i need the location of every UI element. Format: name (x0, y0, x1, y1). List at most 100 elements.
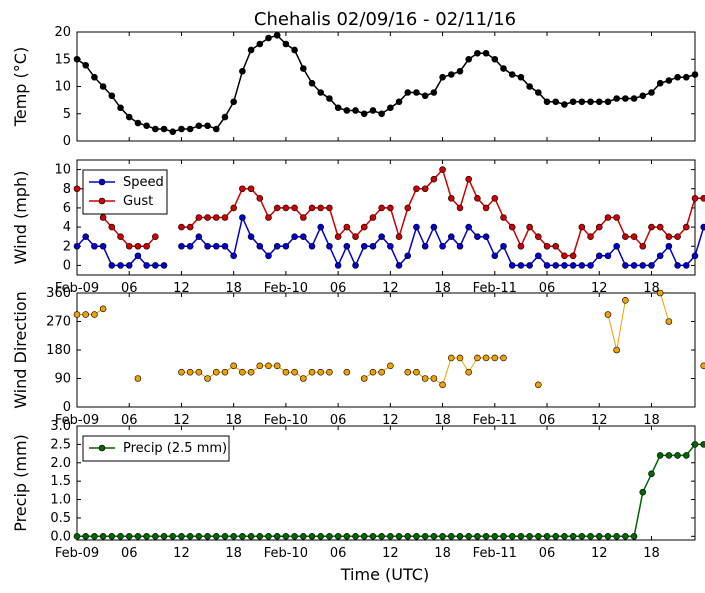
data-point (622, 233, 629, 240)
data-point (595, 252, 603, 260)
series-1 (73, 31, 699, 136)
data-point (578, 223, 586, 231)
data-point (508, 223, 516, 231)
data-point (691, 71, 699, 78)
data-point (334, 262, 342, 269)
data-point (430, 175, 438, 183)
legend-box (82, 169, 168, 215)
y-tick-label: 2.0 (50, 456, 71, 471)
data-point (360, 110, 368, 118)
y-axis-label: Wind Direction (11, 291, 30, 409)
y-tick-label: 0 (63, 400, 71, 415)
data-point (465, 368, 472, 376)
y-tick-label: 15 (54, 52, 71, 67)
data-point (282, 533, 290, 540)
data-point (587, 533, 594, 540)
data-point (535, 381, 542, 389)
data-point (378, 533, 385, 540)
data-point (561, 101, 568, 108)
data-point (334, 233, 342, 240)
data-point (326, 204, 333, 212)
data-point (195, 233, 203, 240)
data-point (73, 55, 81, 63)
data-point (212, 533, 220, 540)
data-point (369, 242, 377, 250)
data-point (230, 533, 237, 540)
data-point (204, 242, 211, 250)
data-point (326, 95, 333, 102)
data-point (82, 233, 90, 240)
data-point (404, 368, 412, 376)
data-point (395, 98, 403, 106)
data-point (439, 533, 446, 540)
data-point (82, 61, 90, 69)
data-point (143, 122, 150, 130)
data-point (239, 67, 246, 75)
data-point (587, 98, 594, 106)
x-tick-label: 12 (382, 281, 399, 296)
data-point (474, 49, 481, 57)
data-point (404, 533, 412, 540)
x-tick-label: Feb-10 (264, 413, 308, 428)
data-point (369, 368, 377, 376)
data-point (465, 55, 472, 63)
data-point (378, 368, 385, 376)
data-point (665, 77, 673, 84)
data-point (526, 533, 533, 540)
data-point (152, 262, 159, 269)
data-point (639, 92, 647, 100)
data-point (526, 223, 533, 231)
data-point (613, 346, 620, 354)
data-point (117, 104, 124, 112)
series-gust (73, 166, 705, 260)
data-point (674, 73, 681, 81)
x-tick-label: 06 (539, 546, 556, 561)
data-point (300, 214, 307, 221)
data-point (613, 533, 620, 540)
data-point (656, 289, 664, 297)
data-point (221, 113, 229, 121)
y-tick-label: 6 (63, 201, 71, 216)
data-point (369, 107, 377, 114)
data-point (656, 223, 664, 231)
data-point (239, 533, 246, 540)
data-point (212, 125, 220, 133)
data-point (682, 262, 690, 269)
data-point (421, 375, 429, 382)
plot-frame (76, 159, 696, 276)
data-point (134, 533, 142, 540)
data-point (395, 233, 403, 240)
data-point (552, 242, 560, 250)
data-point (569, 252, 577, 260)
data-point (404, 204, 412, 212)
data-point (387, 533, 394, 540)
data-point (413, 533, 420, 540)
data-point (265, 533, 272, 540)
data-point (273, 533, 281, 540)
data-point (256, 40, 264, 48)
data-point (543, 98, 551, 106)
data-point (404, 89, 412, 96)
data-point (212, 242, 220, 250)
data-point (665, 233, 673, 240)
data-point (578, 533, 586, 540)
data-point (73, 242, 81, 250)
y-tick-label: 2 (63, 239, 71, 254)
data-point (474, 233, 481, 240)
data-point (482, 354, 490, 362)
data-point (508, 533, 516, 540)
y-axis-label: Temp (°C) (11, 47, 30, 127)
data-point (125, 533, 133, 540)
data-point (256, 362, 264, 370)
data-point (99, 242, 107, 250)
data-point (265, 34, 272, 42)
data-point (517, 262, 525, 269)
data-point (317, 533, 325, 540)
data-point (552, 98, 560, 106)
x-tick-label: 06 (539, 281, 556, 296)
y-tick-label: 1.5 (50, 474, 71, 489)
data-point (360, 242, 368, 250)
y-tick-label: 10 (54, 80, 71, 95)
data-point (508, 71, 516, 78)
data-point (212, 214, 220, 221)
